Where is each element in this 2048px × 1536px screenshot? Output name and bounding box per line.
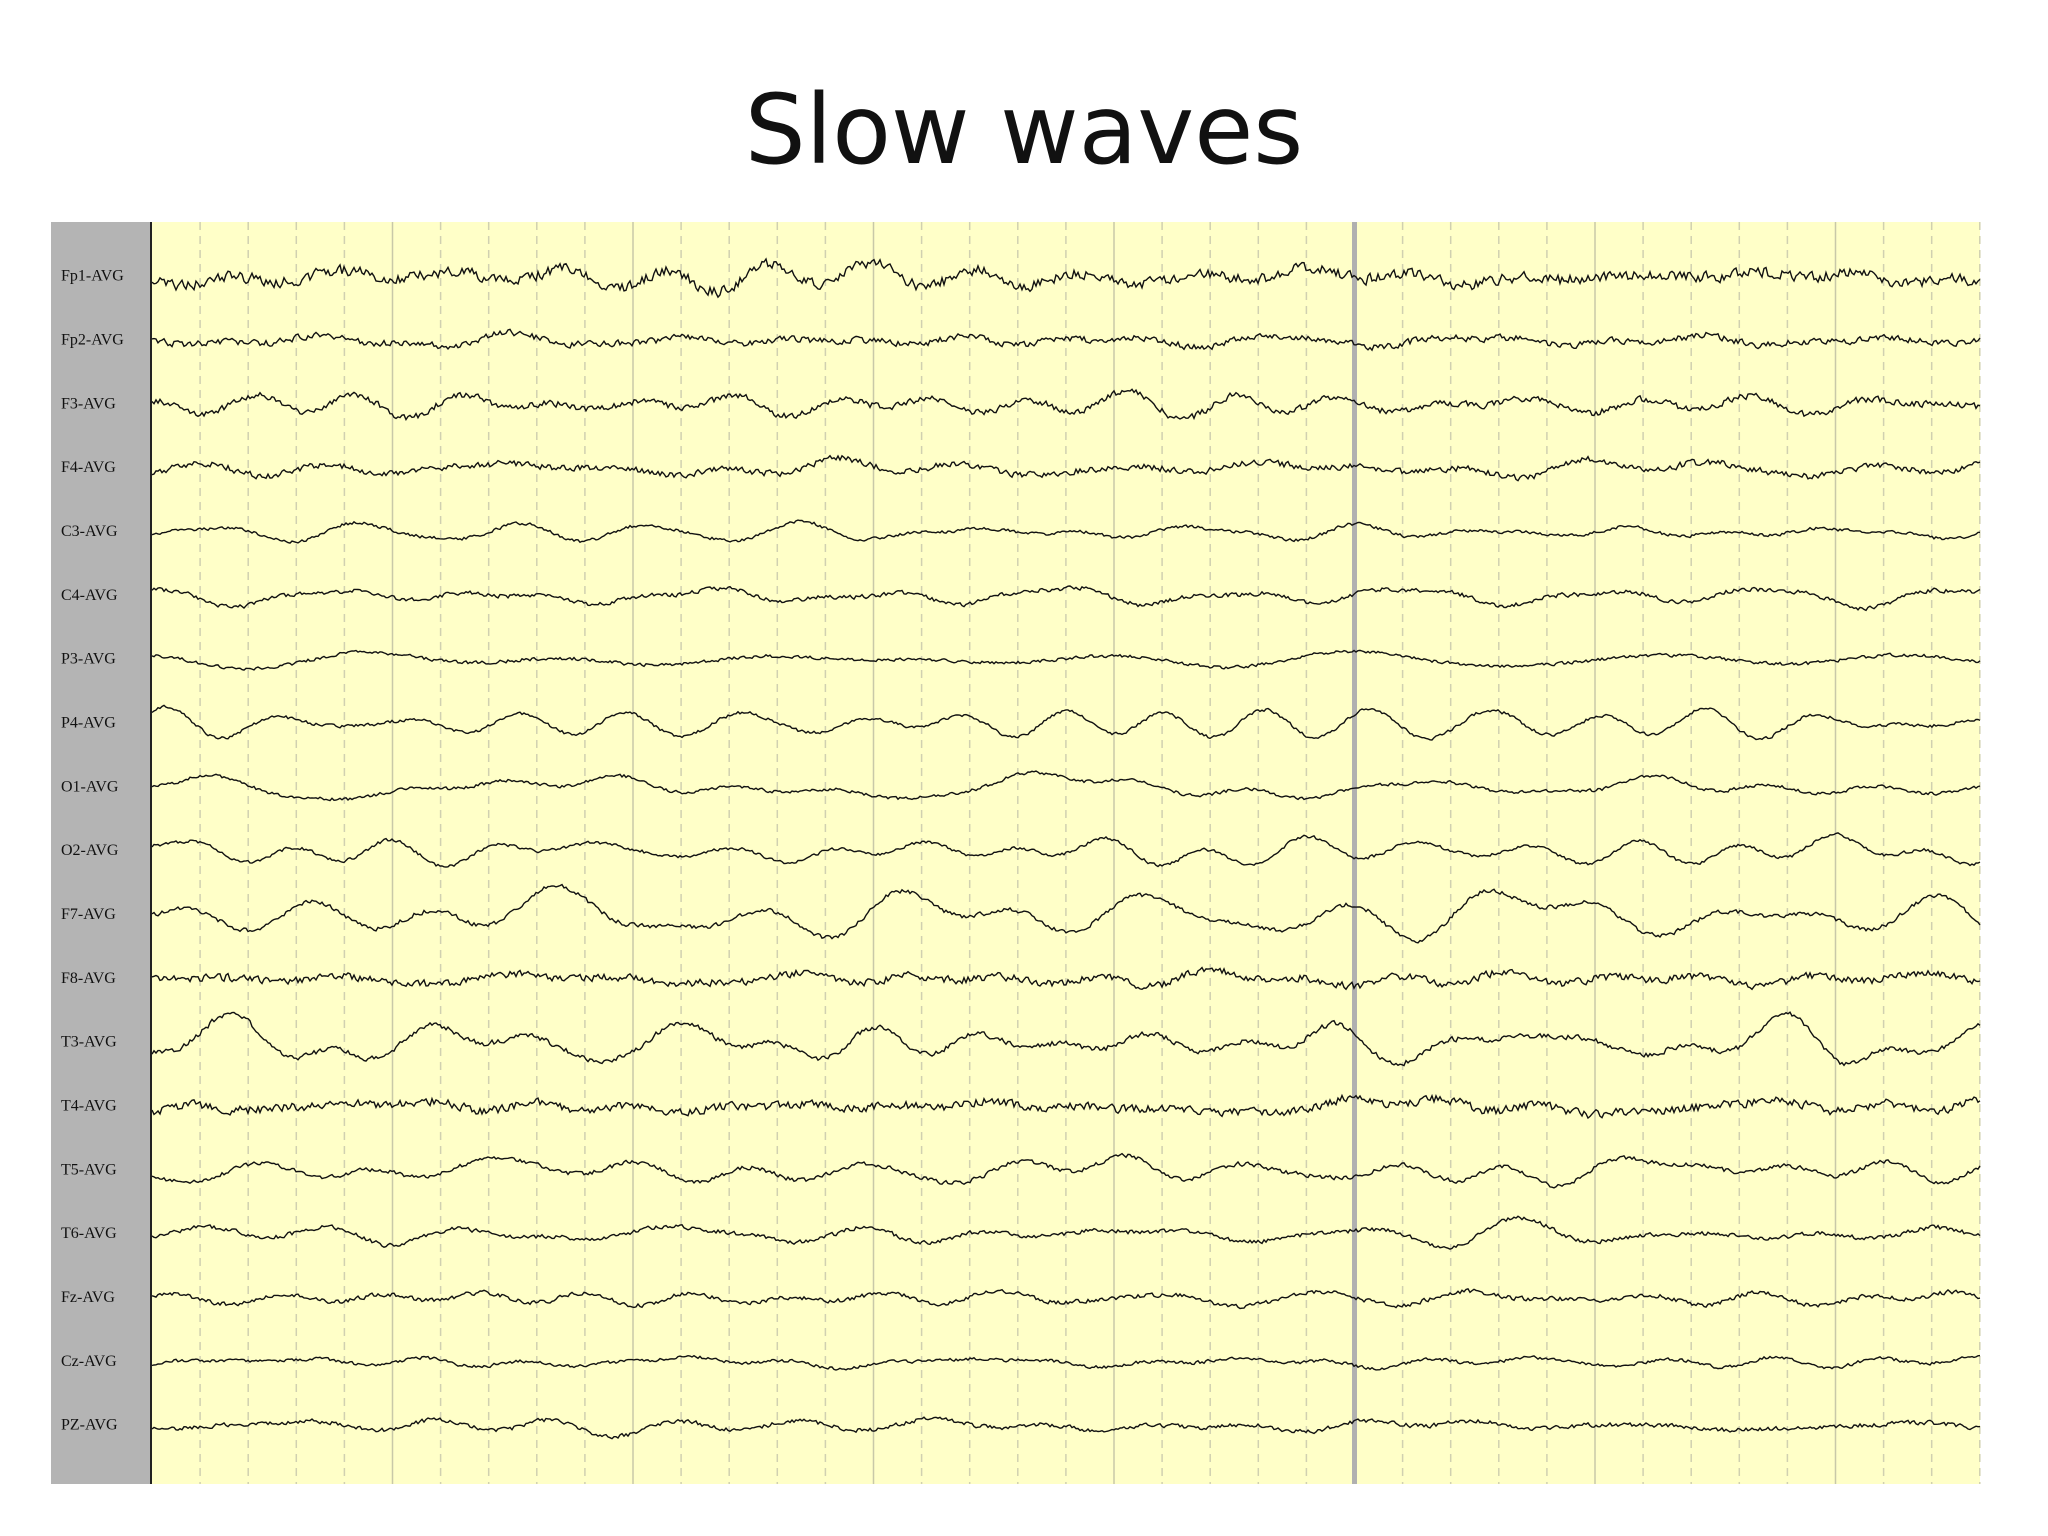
channel-label: T3-AVG <box>61 1034 117 1051</box>
label-column <box>51 222 151 1484</box>
eeg-trace <box>151 704 1981 741</box>
channel-label: P4-AVG <box>61 715 116 732</box>
eeg-trace <box>151 1354 1981 1371</box>
channel-label: F7-AVG <box>61 906 116 923</box>
channel-label: F3-AVG <box>61 395 116 412</box>
time-grid <box>199 222 1981 1484</box>
slide-title: Slow waves <box>744 74 1304 186</box>
channel-label: Fp2-AVG <box>61 332 124 349</box>
eeg-trace <box>151 328 1981 352</box>
channel-label: Cz-AVG <box>61 1353 117 1370</box>
eeg-trace <box>151 1152 1981 1189</box>
eeg-trace <box>151 388 1981 421</box>
eeg-trace <box>151 832 1981 868</box>
eeg-trace <box>151 883 1981 944</box>
channel-label: O2-AVG <box>61 842 119 859</box>
eeg-trace <box>151 454 1981 482</box>
channel-label: T4-AVG <box>61 1098 117 1115</box>
channel-label: C3-AVG <box>61 523 118 540</box>
channel-label: F8-AVG <box>61 970 116 987</box>
channel-labels: Fp1-AVG Fp2-AVG F3-AVG F4-AVG C3-AVG C4-AVG P3… <box>61 268 124 1434</box>
channel-label: C4-AVG <box>61 587 118 604</box>
eeg-trace <box>151 1093 1981 1120</box>
channel-label: F4-AVG <box>61 459 116 476</box>
channel-label: P3-AVG <box>61 651 116 668</box>
eeg-trace <box>151 1416 1981 1440</box>
eeg-trace <box>151 519 1981 544</box>
traces <box>151 257 1981 1440</box>
eeg-trace <box>151 1215 1981 1250</box>
eeg-trace <box>151 649 1981 671</box>
channel-label: T5-AVG <box>61 1161 117 1178</box>
eeg-trace <box>151 1287 1981 1310</box>
eeg-trace <box>151 966 1981 991</box>
eeg-trace <box>151 770 1981 802</box>
eeg-background <box>51 222 1980 1484</box>
eeg-trace <box>151 1011 1981 1067</box>
eeg-trace <box>151 585 1981 612</box>
channel-label: O1-AVG <box>61 778 119 795</box>
eeg-trace <box>151 257 1981 299</box>
channel-label: Fp1-AVG <box>61 268 124 285</box>
channel-label: Fz-AVG <box>61 1289 115 1306</box>
channel-label: PZ-AVG <box>61 1417 118 1434</box>
channel-label: T6-AVG <box>61 1225 117 1242</box>
